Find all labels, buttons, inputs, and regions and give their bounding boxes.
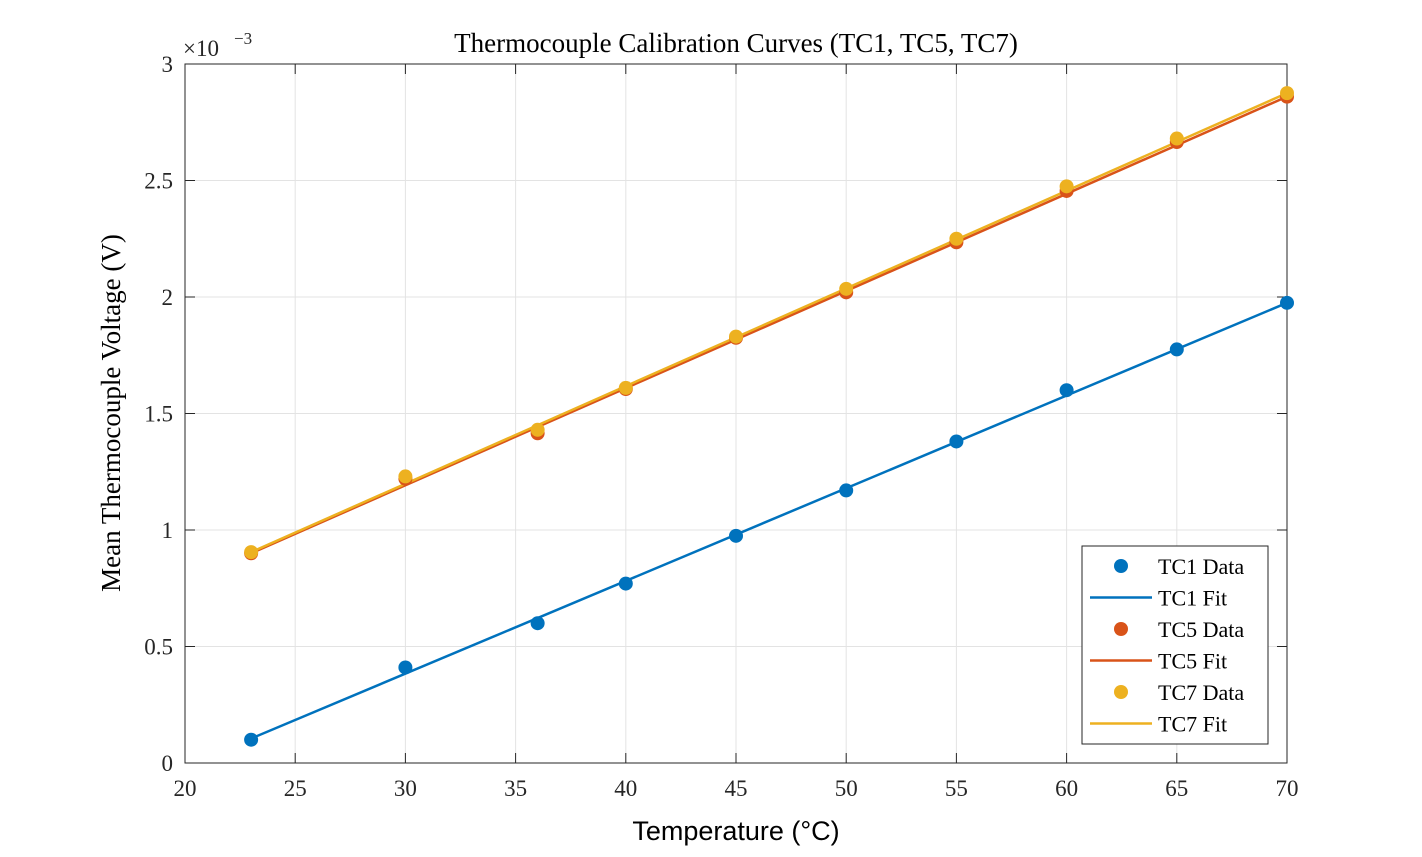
legend-marker <box>1114 685 1128 699</box>
legend: TC1 Data TC1 Fit TC5 Data TC5 Fit TC7 Data TC… <box>1081 545 1269 745</box>
tc7-data-point <box>729 329 743 344</box>
ticks: 20 25 30 35 40 45 50 55 60 65 70 0 0.5 1 1.5 2 2.5 3 <box>144 52 1298 801</box>
y-exponent-label: ×10 −3 <box>183 29 252 61</box>
legend-label: TC5 Data <box>1158 617 1244 642</box>
tc7-data-point <box>1280 86 1294 101</box>
x-tick-label: 45 <box>725 776 748 801</box>
y-tick-label: 2 <box>162 285 174 310</box>
tc7-fit-line <box>250 91 1288 554</box>
y-tick-label: 1 <box>162 518 174 543</box>
x-tick-label: 25 <box>284 776 307 801</box>
tc5-fit-line <box>250 95 1288 555</box>
tc1-data-point <box>244 732 259 747</box>
x-tick-label: 30 <box>394 776 417 801</box>
y-tick-label: 1.5 <box>144 402 173 427</box>
legend-box <box>1081 545 1269 745</box>
y-tick-label: 0 <box>162 751 174 776</box>
y-tick-label: 0.5 <box>144 635 173 660</box>
series-layer <box>244 86 1294 747</box>
tc1-data-point <box>839 483 854 498</box>
tc7-data-point <box>618 380 633 395</box>
y-axis-label: Mean Thermocouple Voltage (V) <box>96 234 126 592</box>
legend-marker <box>1114 622 1128 636</box>
tc7-data-point <box>398 469 413 484</box>
x-tick-label: 35 <box>504 776 527 801</box>
legend-label: TC7 Data <box>1158 680 1244 705</box>
tc1-data-point <box>1280 295 1294 310</box>
tc1-data-point <box>398 660 413 675</box>
legend-label: TC1 Fit <box>1158 586 1227 611</box>
x-tick-label: 70 <box>1276 776 1299 801</box>
x-tick-label: 55 <box>945 776 968 801</box>
tc7-data-point <box>949 231 964 246</box>
tc1-data-point <box>618 576 633 591</box>
tc7-data-point <box>1059 179 1074 194</box>
x-tick-label: 60 <box>1055 776 1078 801</box>
y-tick-label: 2.5 <box>144 169 173 194</box>
tc1-data-point <box>1169 342 1184 357</box>
x-tick-label: 40 <box>614 776 637 801</box>
chart-title: Thermocouple Calibration Curves (TC1, TC… <box>454 28 1018 58</box>
tc1-data-point <box>729 528 743 543</box>
tc1-data-point <box>530 616 545 631</box>
tc7-data-point <box>839 281 854 296</box>
tc7-data-point <box>1169 131 1184 146</box>
x-tick-label: 65 <box>1165 776 1188 801</box>
y-tick-label: 3 <box>162 52 174 77</box>
tc1-data-point <box>1059 383 1074 398</box>
x-tick-label: 50 <box>835 776 858 801</box>
legend-marker <box>1114 559 1128 573</box>
x-axis-label: Temperature (°C) <box>632 816 839 846</box>
grid <box>185 64 1287 763</box>
tc7-data-point <box>244 545 259 560</box>
legend-label: TC1 Data <box>1158 554 1244 579</box>
x-tick-label: 20 <box>174 776 197 801</box>
tc7-data-point <box>530 422 545 437</box>
legend-label: TC7 Fit <box>1158 712 1227 737</box>
tc1-data-point <box>949 434 964 449</box>
legend-label: TC5 Fit <box>1158 649 1227 674</box>
y-exponent-power: −3 <box>234 29 252 48</box>
y-exponent-base: ×10 <box>183 36 219 61</box>
tc1-fit-line <box>250 301 1288 740</box>
